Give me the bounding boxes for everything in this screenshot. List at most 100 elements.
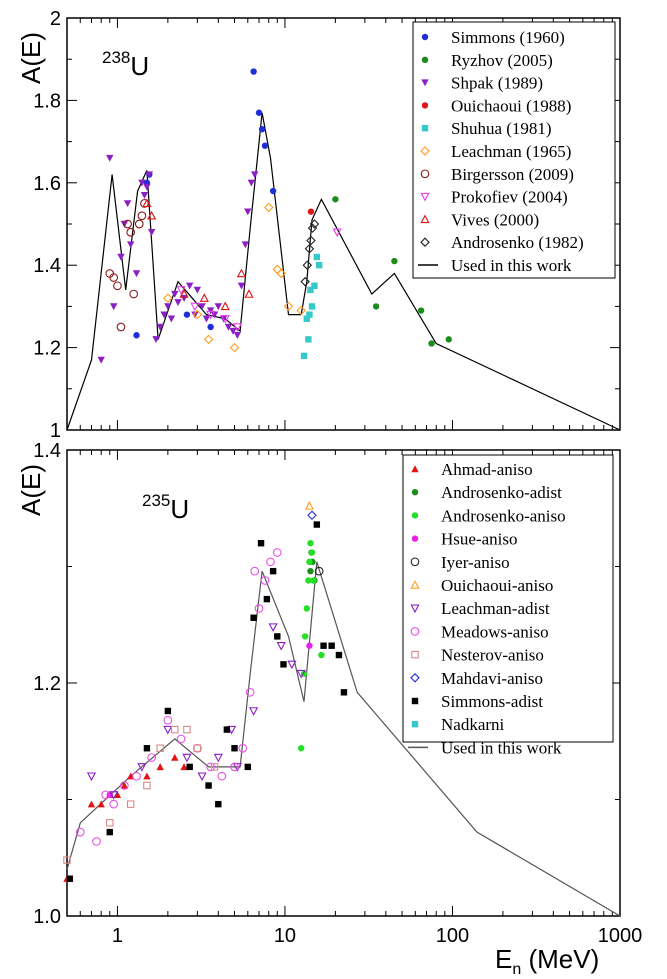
legend-label: Androsenko-aniso [441, 506, 566, 525]
legend-label: Vives (2000) [451, 210, 539, 229]
isotope-mass-235: 235 [142, 491, 170, 510]
y-tick-label: 1.4 [33, 255, 61, 277]
data-point [233, 332, 242, 339]
legend-marker [411, 535, 419, 542]
data-point [190, 302, 200, 312]
isotope-symbol-u-bottom: U [170, 494, 189, 524]
y-tick-label: 1.2 [33, 338, 61, 360]
data-point [199, 293, 209, 302]
data-point [63, 856, 71, 864]
legend-label: Androsenko (1982) [451, 233, 584, 252]
data-point [106, 819, 114, 827]
data-point [176, 286, 186, 295]
data-point [120, 781, 129, 789]
legend-marker [410, 580, 420, 589]
line-layer-bottom [66, 561, 621, 917]
data-point [272, 264, 283, 275]
data-point [248, 707, 259, 716]
data-point [156, 744, 164, 752]
data-point [180, 294, 188, 302]
y-tick-label: 1.8 [33, 90, 61, 112]
legend-marker [410, 557, 420, 567]
legend-label: Hsue-aniso [441, 530, 517, 549]
data-point [147, 753, 156, 762]
data-point [113, 791, 122, 799]
data-point [307, 510, 317, 521]
data-point [308, 303, 316, 310]
data-point [305, 577, 312, 584]
legend-marker [420, 192, 430, 202]
used-in-this-work-line [66, 112, 621, 431]
isotope-label-238u: 238U [102, 48, 149, 81]
panel-238u: 1 1.2 1.4 1.6 1.8 2 A(E) 238U Simmons (1960) R… [16, 8, 621, 442]
data-point [101, 790, 110, 800]
legend-box [412, 21, 616, 279]
data-point [147, 210, 157, 220]
x-tick-label: 10 [274, 925, 296, 947]
data-point [215, 800, 222, 808]
data-point [86, 772, 97, 782]
data-point [307, 208, 315, 215]
legend-marker [411, 721, 419, 728]
legend-bottom: Ahmad-aniso Androsenko-adist Androsenko-an… [402, 454, 614, 757]
legend-marker [420, 214, 430, 224]
data-point [193, 743, 202, 753]
data-point [202, 315, 211, 323]
data-point [185, 282, 194, 290]
data-point [186, 763, 193, 771]
data-point [180, 763, 188, 771]
data-point [156, 763, 164, 771]
data-point [229, 327, 237, 335]
data-point [247, 179, 256, 187]
data-point [276, 268, 286, 279]
data-point [309, 219, 320, 229]
data-point [205, 782, 212, 789]
isotope-label-235u: 235U [142, 491, 189, 524]
data-point [210, 311, 219, 319]
data-point [258, 126, 266, 133]
data-point [237, 282, 246, 290]
data-point [171, 753, 179, 761]
data-point [193, 744, 202, 752]
data-point [304, 243, 315, 254]
data-point [391, 257, 398, 265]
data-point [164, 707, 172, 715]
data-point [134, 219, 144, 229]
data-point [120, 220, 129, 228]
data-point [332, 196, 339, 203]
x-axis-label: En (MeV) [495, 944, 599, 978]
data-point [164, 303, 172, 311]
data-point [171, 725, 179, 734]
data-point [123, 200, 132, 208]
legend-marker [411, 489, 419, 496]
legend-label: Leachman (1965) [451, 142, 571, 161]
data-point [311, 282, 318, 289]
data-point [183, 725, 191, 734]
data-point [191, 311, 199, 319]
data-point [297, 745, 305, 752]
data-point [306, 558, 313, 566]
data-point [303, 605, 310, 612]
data-point [92, 837, 101, 846]
data-point [109, 303, 118, 311]
data-point [244, 763, 251, 771]
legend-marker [410, 604, 420, 614]
legend-marker [411, 650, 419, 659]
legend-label: Shuhua (1981) [451, 119, 552, 138]
legend-label: Leachman-adist [441, 599, 550, 618]
data-point [87, 800, 96, 808]
data-point [129, 289, 139, 299]
legend-marker [420, 146, 430, 156]
data-point [287, 660, 297, 670]
legend-label: Birgersson (2009) [451, 165, 574, 184]
legend-label: Ouichaoui-aniso [441, 576, 553, 595]
data-point [152, 336, 160, 344]
data-point [313, 521, 321, 528]
data-point [217, 771, 227, 781]
data-point [244, 208, 252, 216]
data-point [171, 290, 179, 298]
data-point [280, 661, 287, 668]
y-tick-label: 1.4 [33, 440, 61, 462]
legend-label: Ouichaoui (1988) [451, 96, 571, 115]
data-point [306, 642, 313, 649]
